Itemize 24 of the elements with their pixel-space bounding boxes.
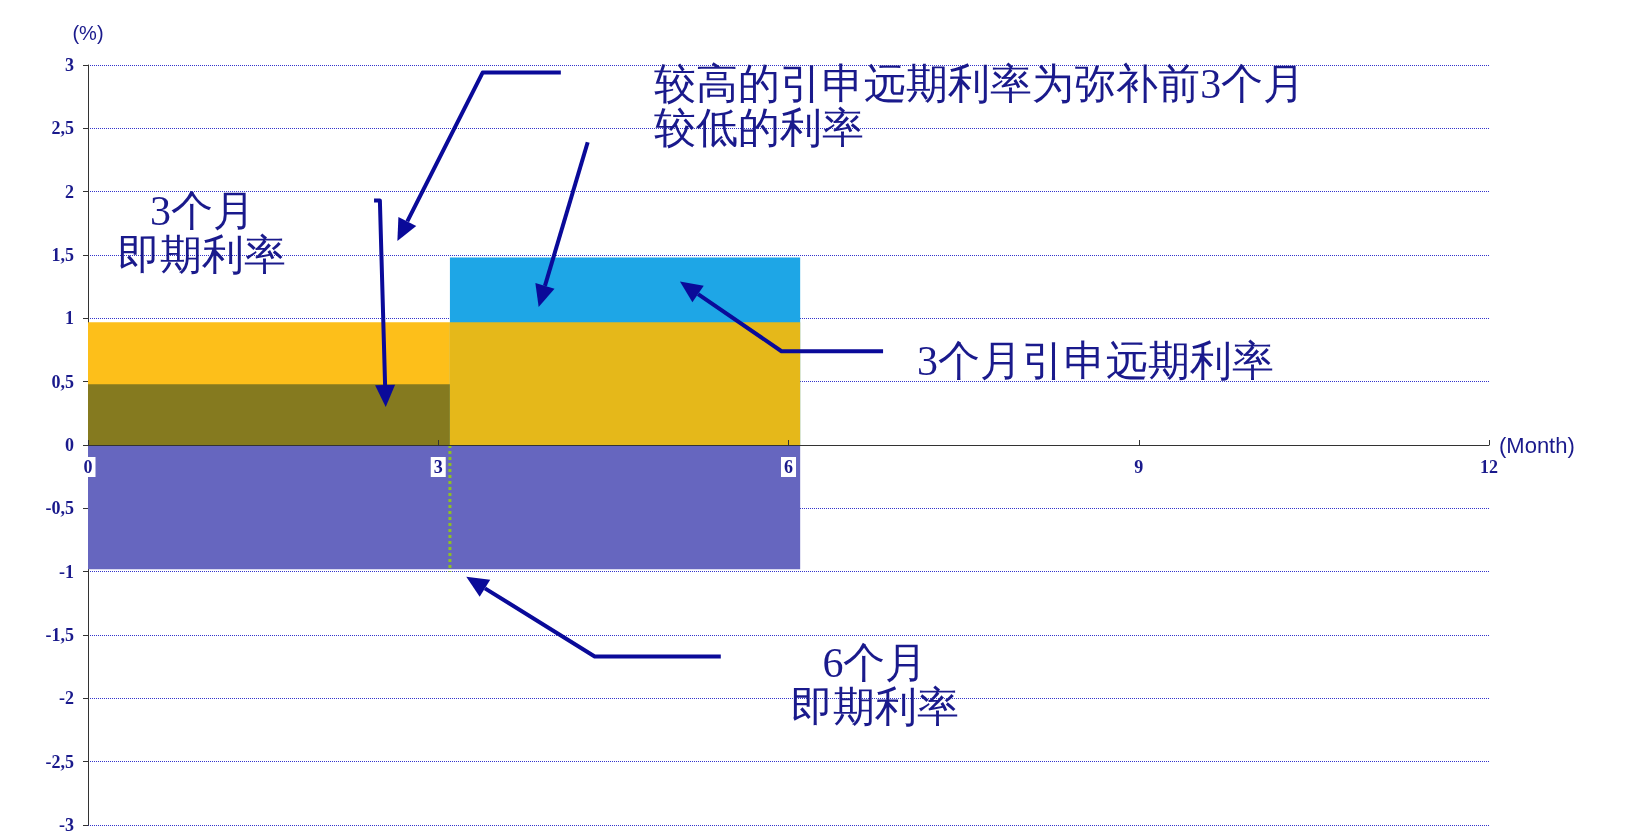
- x-tick-label: 9: [1134, 457, 1144, 477]
- y-tick-label: 2: [65, 181, 74, 202]
- y-tick-label: -2: [59, 688, 74, 709]
- y-tick-label: 1,5: [51, 245, 74, 265]
- y-tick-label: -3: [59, 815, 74, 835]
- y-tick-label: 2,5: [51, 118, 74, 139]
- y-tick-label: -1,5: [45, 625, 74, 645]
- y-tick-label: -1: [59, 561, 74, 582]
- y-tick-label: -2,5: [45, 751, 74, 772]
- x-tick-label: 6: [784, 457, 793, 477]
- annotation: 6个月即期利率: [790, 640, 959, 731]
- x-tick-label: 3: [433, 457, 443, 477]
- annotation: 较高的引申远期利率为弥补前3个月较低的利率: [654, 61, 1306, 152]
- y-tick-label: 0: [65, 435, 74, 455]
- x-tick-label: 0: [83, 457, 93, 477]
- annotation: 3个月即期利率: [118, 188, 287, 279]
- y-tick-label: -0,5: [45, 498, 74, 519]
- annotation: 3个月引申远期利率: [916, 337, 1274, 384]
- y-tick-label: 0,5: [51, 371, 74, 392]
- x-tick-label: 12: [1480, 457, 1498, 477]
- y-axis-title: (%): [72, 22, 104, 44]
- x-axis-title: (Month): [1499, 432, 1575, 458]
- y-tick-label: 1: [65, 308, 74, 329]
- y-tick-label: 3: [65, 55, 74, 75]
